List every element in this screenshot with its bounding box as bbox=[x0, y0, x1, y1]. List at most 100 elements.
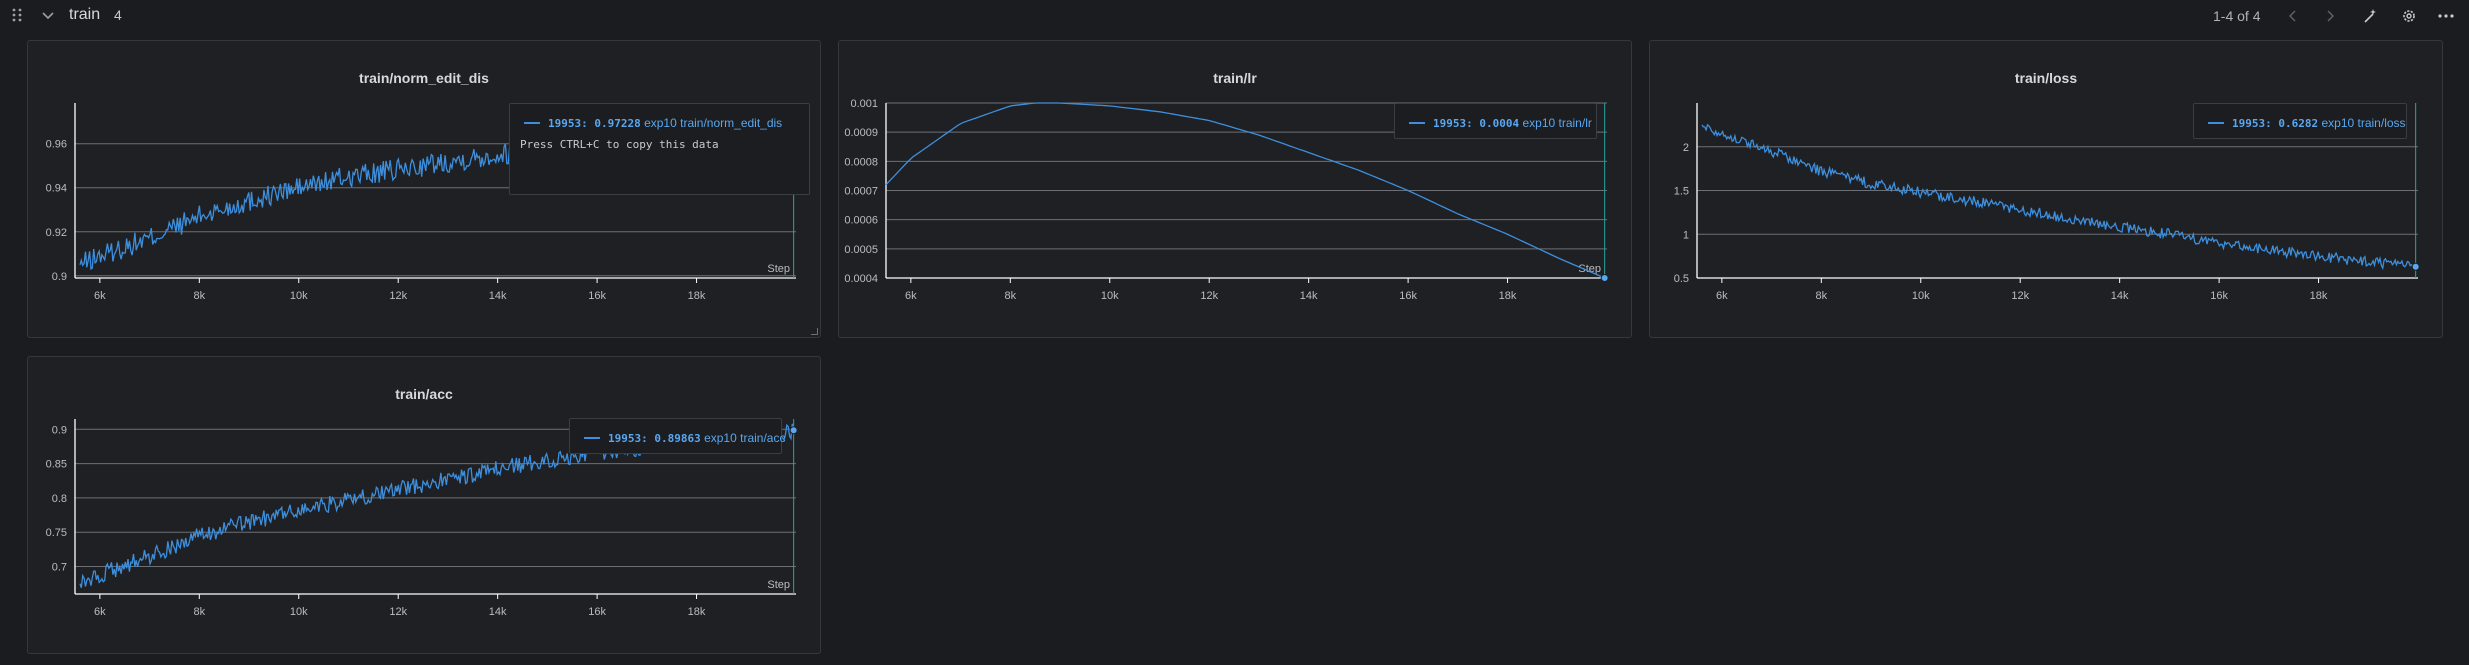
legend-tooltip: 19953: 0.89863 exp10 train/acc bbox=[569, 418, 786, 454]
y-tick-label: 0.92 bbox=[46, 227, 67, 239]
y-tick-label: 0.9 bbox=[52, 271, 67, 283]
legend-tooltip: 19953: 0.0004 exp10 train/lr bbox=[1394, 103, 1597, 139]
panel-title: train/lr bbox=[1213, 70, 1257, 86]
x-tick-label: 6k bbox=[94, 290, 106, 302]
panel-count-badge: 4 bbox=[114, 7, 122, 23]
legend-step: 19953 bbox=[548, 116, 582, 130]
x-tick-label: 8k bbox=[193, 606, 205, 618]
chevron-left-icon[interactable] bbox=[2285, 8, 2301, 24]
legend-run: exp10 bbox=[1522, 116, 1556, 130]
line-chart[interactable]: 0.0004 0.0005 0.0006 0.0007 0.0008 0.0009 0.00… bbox=[839, 41, 1633, 339]
legend-step: 19953 bbox=[608, 431, 642, 445]
x-tick-label: 14k bbox=[2111, 290, 2129, 302]
x-tick-label: 6k bbox=[905, 290, 917, 302]
series-swatch bbox=[524, 122, 540, 124]
x-tick-label: 18k bbox=[688, 606, 706, 618]
legend-metric: train/acc bbox=[740, 431, 786, 445]
line-chart[interactable]: 0.5 1 1.5 2 6k 8k 10k 12k 14k 16k 18k bbox=[1650, 41, 2444, 339]
legend-step: 19953 bbox=[2232, 116, 2266, 130]
y-tick-label: 0.5 bbox=[1674, 273, 1689, 285]
x-tick-label: 18k bbox=[688, 290, 706, 302]
x-tick-label: 10k bbox=[1101, 290, 1119, 302]
legend-value: 0.89863 bbox=[654, 431, 701, 445]
y-tick-label: 1 bbox=[1683, 229, 1689, 241]
x-tick-label: 12k bbox=[2011, 290, 2029, 302]
x-tick-label: 8k bbox=[193, 290, 205, 302]
x-tick-label: 16k bbox=[588, 606, 606, 618]
x-tick-label: 12k bbox=[1200, 290, 1218, 302]
legend-metric: train/loss bbox=[2357, 116, 2406, 130]
y-tick-label: 0.96 bbox=[46, 139, 67, 151]
y-tick-label: 0.9 bbox=[52, 424, 67, 436]
section-title[interactable]: train bbox=[69, 6, 101, 23]
y-tick-label: 1.5 bbox=[1674, 186, 1689, 198]
chart-panel-acc[interactable]: train/acc 0.7 0.75 0.8 0.85 0.9 6k 8k 10k 12k 14k… bbox=[27, 356, 821, 654]
x-tick-label: 18k bbox=[1499, 290, 1517, 302]
gear-icon[interactable] bbox=[2399, 6, 2419, 26]
x-tick-label: 14k bbox=[1300, 290, 1318, 302]
x-tick-label: 16k bbox=[588, 290, 606, 302]
chart-panel-loss[interactable]: train/loss 0.5 1 1.5 2 6k 8k 10k 12k 14k 16k 18k 1… bbox=[1649, 40, 2443, 338]
chart-panel-norm-edit-dis[interactable]: train/norm_edit_dis 0.9 0.92 0.94 0.96 6k 8k 1… bbox=[27, 40, 821, 338]
x-tick-label: 14k bbox=[489, 290, 507, 302]
section-header: train 4 1-4 of 4 bbox=[0, 0, 2469, 32]
resize-handle[interactable] bbox=[811, 328, 818, 335]
x-tick-label: 12k bbox=[389, 606, 407, 618]
series-swatch bbox=[1409, 122, 1425, 124]
line-chart[interactable]: 0.7 0.75 0.8 0.85 0.9 6k 8k 10k 12k 14k 16k 18k Step bbox=[28, 357, 822, 655]
legend-value: 0.0004 bbox=[1479, 116, 1520, 130]
x-tick-label: 6k bbox=[94, 606, 106, 618]
y-tick-label: 0.0007 bbox=[844, 186, 878, 198]
y-tick-label: 0.001 bbox=[850, 98, 878, 110]
hover-point-marker bbox=[1600, 274, 1609, 282]
y-tick-label: 0.75 bbox=[46, 527, 67, 539]
x-tick-label: 12k bbox=[389, 290, 407, 302]
x-axis-label: Step bbox=[767, 263, 790, 275]
y-tick-label: 0.8 bbox=[52, 493, 67, 505]
legend-metric: train/lr bbox=[1558, 116, 1592, 130]
y-tick-label: 0.0004 bbox=[844, 273, 878, 285]
x-tick-label: 10k bbox=[290, 606, 308, 618]
hover-point-marker bbox=[2411, 262, 2420, 271]
x-tick-label: 8k bbox=[1815, 290, 1827, 302]
pagination-label: 1-4 of 4 bbox=[2213, 8, 2261, 24]
legend-run: exp10 bbox=[2321, 116, 2355, 130]
x-tick-label: 14k bbox=[489, 606, 507, 618]
panel-title: train/loss bbox=[2014, 70, 2078, 86]
drag-handle-icon[interactable] bbox=[10, 7, 24, 23]
legend-value: 0.97228 bbox=[594, 116, 641, 130]
y-tick-label: 2 bbox=[1683, 142, 1689, 154]
legend-tooltip: 19953: 0.6282 exp10 train/loss bbox=[2193, 103, 2407, 139]
legend-run: exp10 bbox=[644, 116, 677, 130]
x-tick-label: 18k bbox=[2310, 290, 2328, 302]
y-tick-label: 0.0006 bbox=[844, 215, 878, 227]
x-axis-label: Step bbox=[1578, 263, 1601, 275]
wand-icon[interactable] bbox=[2360, 6, 2380, 26]
chart-panel-lr[interactable]: train/lr 0.0004 0.0005 0.0006 0.0007 0.0008 0… bbox=[838, 40, 1632, 338]
copy-hint: Press CTRL+C to copy this data bbox=[520, 138, 719, 151]
chevron-right-icon[interactable] bbox=[2322, 8, 2338, 24]
series-line bbox=[1701, 123, 2417, 271]
x-tick-label: 8k bbox=[1004, 290, 1016, 302]
legend-tooltip: 19953: 0.97228 exp10 train/norm_edit_dis… bbox=[509, 103, 810, 195]
y-tick-label: 0.94 bbox=[46, 183, 67, 195]
legend-run: exp10 bbox=[704, 431, 737, 445]
x-tick-label: 16k bbox=[2210, 290, 2228, 302]
y-tick-label: 0.0005 bbox=[844, 244, 878, 256]
x-tick-label: 6k bbox=[1716, 290, 1728, 302]
legend-step: 19953 bbox=[1433, 116, 1467, 130]
y-tick-label: 0.85 bbox=[46, 459, 67, 471]
legend-metric: train/norm_edit_dis bbox=[680, 116, 783, 130]
y-tick-label: 0.7 bbox=[52, 562, 67, 574]
series-swatch bbox=[584, 437, 600, 439]
y-tick-label: 0.0009 bbox=[844, 127, 878, 139]
panel-title: train/acc bbox=[395, 386, 453, 402]
x-tick-label: 16k bbox=[1399, 290, 1417, 302]
x-tick-label: 10k bbox=[1912, 290, 1930, 302]
chevron-down-icon[interactable] bbox=[40, 8, 56, 24]
panel-title: train/norm_edit_dis bbox=[359, 70, 489, 86]
hover-point-marker bbox=[789, 426, 798, 435]
more-options-icon[interactable] bbox=[2436, 6, 2456, 26]
series-line bbox=[885, 102, 1605, 279]
x-axis-label: Step bbox=[767, 579, 790, 591]
